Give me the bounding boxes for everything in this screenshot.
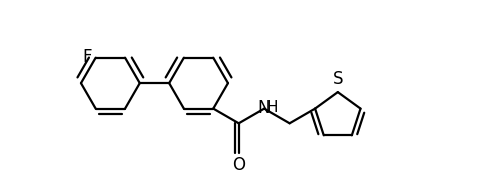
Text: O: O xyxy=(232,156,245,174)
Text: H: H xyxy=(267,100,278,115)
Text: S: S xyxy=(332,70,343,87)
Text: N: N xyxy=(257,99,270,117)
Text: F: F xyxy=(82,48,92,66)
